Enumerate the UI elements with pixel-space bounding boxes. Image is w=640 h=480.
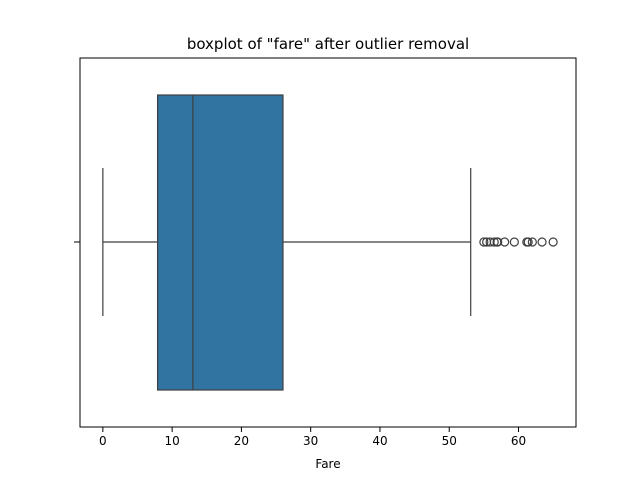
outlier-point: [523, 237, 533, 247]
outlier-point: [479, 237, 489, 247]
x-tick-label: 50: [442, 434, 457, 448]
iqr-box: [156, 94, 284, 391]
outlier-point: [493, 237, 503, 247]
x-tick-label: 0: [99, 434, 107, 448]
x-tick-label: 60: [511, 434, 526, 448]
x-tick-label: 30: [303, 434, 318, 448]
x-axis-label: Fare: [315, 457, 340, 471]
outlier-point: [509, 237, 519, 247]
chart-title: boxplot of "fare" after outlier removal: [187, 35, 469, 53]
x-tick-label: 10: [164, 434, 179, 448]
x-tick-label: 20: [234, 434, 249, 448]
outlier-point: [548, 237, 558, 247]
outlier-point: [527, 237, 537, 247]
outlier-point: [500, 237, 510, 247]
plot-area: [102, 94, 558, 391]
x-tick-label: 40: [372, 434, 387, 448]
outlier-point: [489, 237, 499, 247]
outlier-point: [537, 237, 547, 247]
x-axis-ticks: 0 10 20 30 40 50 60: [99, 427, 526, 448]
